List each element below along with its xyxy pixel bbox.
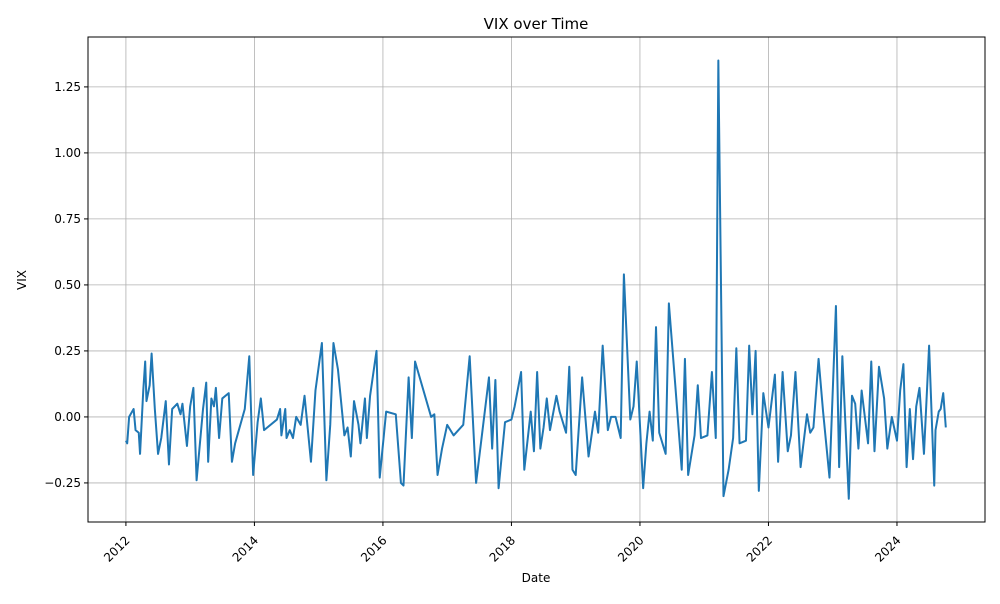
x-tick-label: 2020 (615, 533, 646, 564)
y-tick-label: 0.00 (54, 410, 81, 424)
y-tick-label: 1.00 (54, 146, 81, 160)
x-axis-label: Date (522, 571, 551, 585)
chart-title: VIX over Time (484, 15, 589, 33)
data-line (125, 59, 947, 500)
x-tick-label: 2016 (358, 533, 389, 564)
y-tick-label: 0.50 (54, 278, 81, 292)
y-tick-label: 1.25 (54, 80, 81, 94)
y-tick-label: 0.25 (54, 344, 81, 358)
y-axis-label: VIX (15, 270, 29, 290)
y-tick-label: 0.75 (54, 212, 81, 226)
x-tick-label: 2024 (872, 533, 903, 564)
y-tick-label: −0.25 (44, 476, 81, 490)
x-tick-label: 2018 (487, 533, 518, 564)
plot-frame (87, 36, 986, 523)
x-tick-label: 2012 (101, 533, 132, 564)
x-tick-label: 2022 (744, 533, 775, 564)
x-tick-label: 2014 (230, 533, 261, 564)
